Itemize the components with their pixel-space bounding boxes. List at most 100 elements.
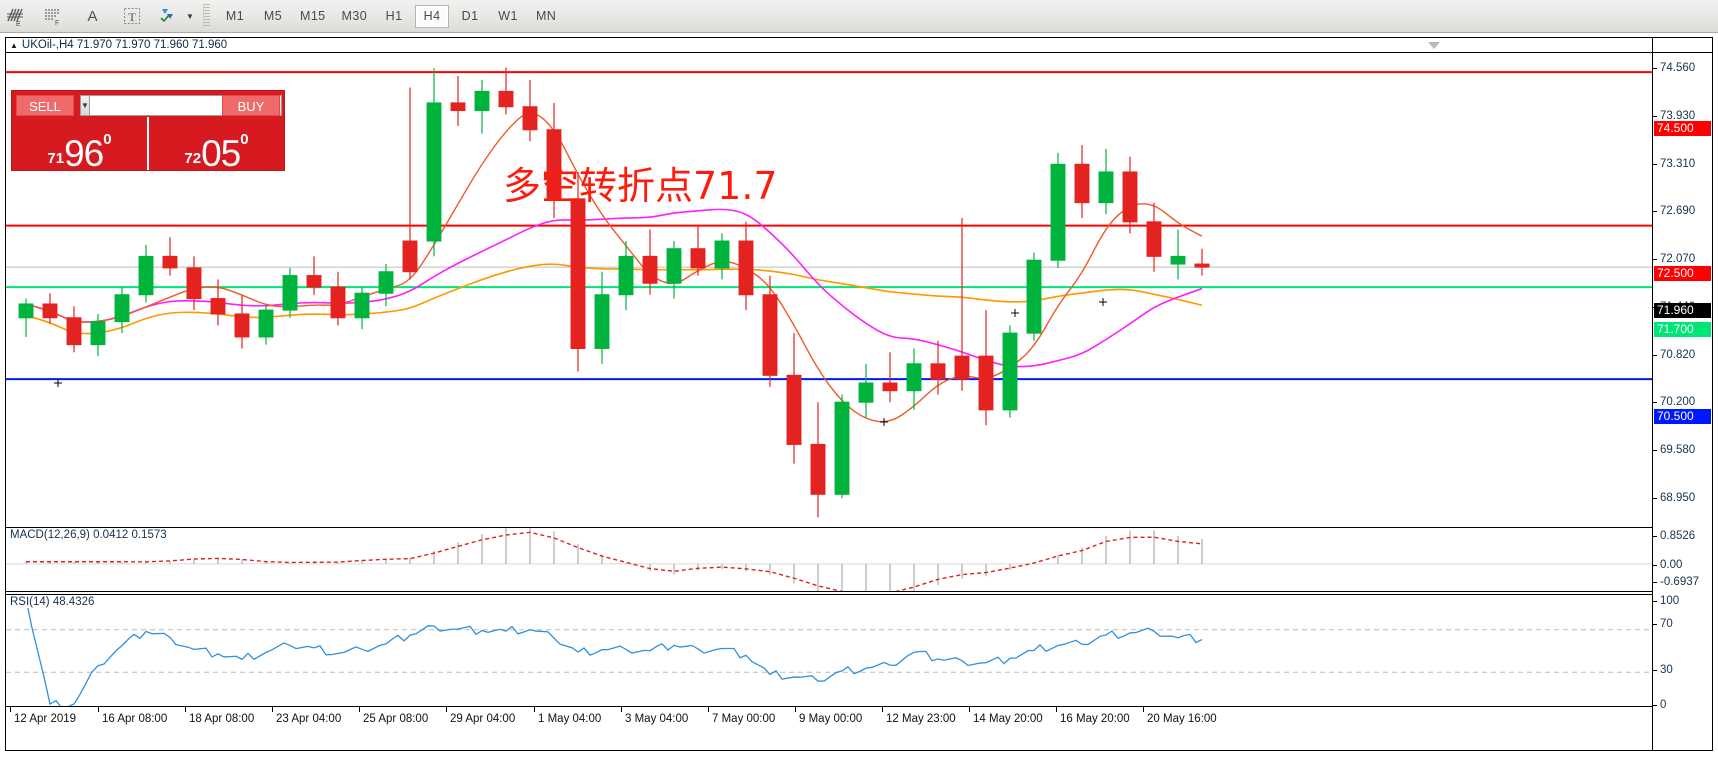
candle-body: [666, 248, 682, 284]
candle-body: [282, 275, 298, 311]
buy-button[interactable]: BUY: [222, 95, 280, 116]
rsi-tick: 0: [1653, 699, 1713, 711]
buy-price-integer: 72: [184, 150, 202, 167]
chart-annotation-text[interactable]: 多空转折点71.7: [503, 164, 778, 208]
svg-text:E: E: [16, 21, 21, 28]
chevron-down-icon[interactable]: ▼: [183, 3, 197, 30]
rsi-pane[interactable]: RSI(14) 48.4326: [6, 594, 1652, 706]
rsi-tick: 70: [1653, 618, 1713, 630]
timeframe-d1[interactable]: D1: [461, 9, 479, 23]
time-tick: 20 May 16:00: [1143, 706, 1217, 725]
sell-price-fraction: 0: [103, 131, 112, 148]
time-axis[interactable]: 12 Apr 2019 16 Apr 08:00 18 Apr 08:00 23 Ap…: [6, 706, 1652, 751]
macd-chart-svg: [6, 528, 1652, 591]
candle-body: [570, 198, 586, 349]
price-axis[interactable]: 74.56073.93073.31072.69072.07071.44070.8…: [1652, 38, 1712, 750]
timeframe-m30[interactable]: M30: [341, 9, 368, 23]
candle-body: [738, 240, 754, 296]
candle-body: [498, 90, 514, 108]
timeframe-m15[interactable]: M15: [300, 9, 326, 23]
time-tick: 23 Apr 04:00: [271, 706, 342, 725]
candle-body: [138, 255, 154, 296]
candle-body: [426, 102, 442, 242]
rsi-chart-svg: [6, 598, 1652, 706]
candle-body: [594, 294, 610, 349]
timeframe-group: M1 M5 M15 M30 H1 H4 D1 W1 MN: [216, 4, 565, 28]
chart-header-bar: ▲ UKOil-,H4 71.970 71.970 71.960 71.960: [6, 38, 1712, 53]
candle-body: [1194, 263, 1210, 268]
timeframe-mn[interactable]: MN: [535, 9, 557, 23]
candle-body: [810, 443, 826, 495]
candle-body: [378, 271, 394, 294]
time-tick: 29 Apr 04:00: [445, 706, 516, 725]
autoscroll-icon[interactable]: A: [79, 3, 106, 30]
candle-body: [18, 303, 34, 319]
one-click-trading-panel[interactable]: SELL ▼ ▲ BUY 71 96 0 72 05 0: [12, 91, 284, 174]
sell-button[interactable]: SELL: [16, 95, 74, 116]
candle-body: [234, 313, 250, 338]
candle-body: [1122, 171, 1138, 223]
trade-panel-top-row: SELL ▼ ▲ BUY: [12, 91, 284, 117]
time-tick: 7 May 00:00: [707, 706, 776, 725]
candle-body: [546, 129, 562, 200]
macd-tick: 0.8526: [1653, 530, 1713, 542]
candle-body: [1026, 259, 1042, 334]
time-tick: 3 May 04:00: [620, 706, 689, 725]
text-label-icon[interactable]: T: [118, 3, 145, 30]
price-tick: 70.200: [1653, 396, 1713, 408]
timeframe-m5[interactable]: M5: [263, 9, 283, 23]
objects-icon[interactable]: [155, 3, 182, 30]
buy-price-fraction: 0: [240, 131, 249, 148]
candle-body: [882, 382, 898, 392]
price-tick: 74.560: [1653, 62, 1713, 74]
price-tick: 72.690: [1653, 205, 1713, 217]
macd-pane[interactable]: MACD(12,26,9) 0.0412 0.1573: [6, 527, 1652, 592]
candle-body: [90, 321, 106, 346]
volume-stepper[interactable]: ▼ ▲: [80, 95, 282, 116]
candle-body: [258, 309, 274, 338]
collapse-triangle-icon[interactable]: ▲: [10, 40, 18, 50]
price-tick: 73.930: [1653, 110, 1713, 122]
candle-body: [1170, 255, 1186, 265]
candle-body: [66, 317, 82, 346]
time-tick: 16 May 20:00: [1056, 706, 1130, 725]
price-tick: 69.580: [1653, 444, 1713, 456]
time-tick: 18 Apr 08:00: [184, 706, 255, 725]
volume-decrease-button[interactable]: ▼: [80, 95, 90, 116]
candle-body: [978, 355, 994, 411]
chevron-glyph: ▼: [186, 11, 194, 21]
candle-body: [642, 255, 658, 284]
chart-marker: [1099, 298, 1107, 306]
candle-body: [786, 374, 802, 445]
timeframe-m1[interactable]: M1: [225, 9, 245, 23]
candle-body: [42, 303, 58, 319]
buy-price-big: 05: [201, 132, 241, 174]
indicators-icon[interactable]: E: [3, 3, 30, 30]
timeframe-h1[interactable]: H1: [385, 9, 403, 23]
time-tick: 25 Apr 08:00: [358, 706, 429, 725]
candle-body: [1098, 171, 1114, 204]
price-level-badge: 74.500: [1654, 121, 1711, 136]
sell-price-big: 96: [64, 132, 104, 174]
price-tick: 73.310: [1653, 158, 1713, 170]
candle-body: [306, 275, 322, 288]
candle-body: [954, 355, 970, 380]
timeframe-h4[interactable]: H4: [415, 4, 450, 28]
buy-price-display[interactable]: 72 05 0: [147, 117, 284, 174]
rsi-title: RSI(14) 48.4326: [10, 596, 98, 608]
candle-body: [1002, 332, 1018, 411]
candle-body: [618, 255, 634, 296]
rsi-tick: 30: [1653, 664, 1713, 676]
pane-collapse-icon[interactable]: [1428, 41, 1440, 50]
timeframe-w1[interactable]: W1: [498, 9, 518, 23]
sell-price-display[interactable]: 71 96 0: [12, 117, 147, 174]
candle-body: [114, 294, 130, 323]
svg-text:T: T: [128, 10, 136, 24]
periodicity-icon[interactable]: F: [40, 3, 67, 30]
chart-area[interactable]: ▲ UKOil-,H4 71.970 71.970 71.960 71.960 …: [5, 37, 1713, 751]
price-level-badge: 70.500: [1654, 409, 1711, 424]
price-chart-svg: [6, 67, 1652, 518]
candle-body: [1074, 163, 1090, 204]
candle-body: [690, 248, 706, 269]
time-tick: 16 Apr 08:00: [97, 706, 168, 725]
